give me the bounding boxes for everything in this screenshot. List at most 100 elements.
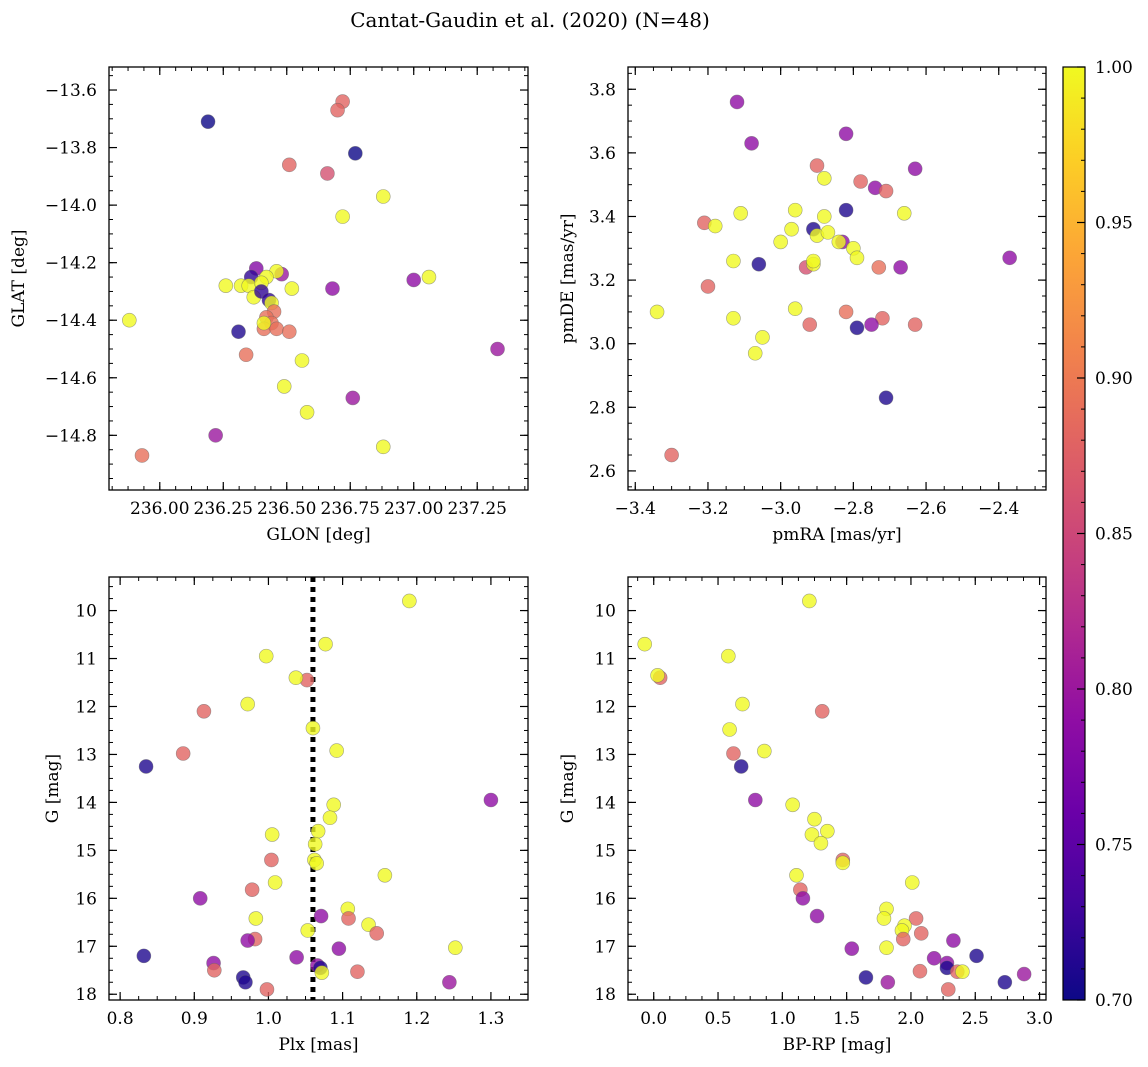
data-point bbox=[307, 836, 323, 852]
x-tick-label: −3.4 bbox=[615, 499, 656, 519]
data-point bbox=[448, 940, 463, 956]
y-tick-label: 15 bbox=[594, 841, 616, 861]
data-point bbox=[700, 279, 716, 294]
data-point bbox=[773, 234, 788, 250]
data-point bbox=[238, 347, 254, 363]
panel-plx: 0.8 0.9 1.0 1.1 1.2 1.3 10 11 12 13 14 15 16 17 18 Plx … bbox=[43, 576, 529, 1055]
data-point bbox=[650, 668, 665, 683]
data-point bbox=[258, 648, 274, 664]
data-point bbox=[729, 94, 745, 110]
x-tick-label: 1.5 bbox=[833, 1009, 860, 1029]
data-point bbox=[893, 260, 908, 275]
data-point bbox=[802, 593, 817, 609]
x-tick-label: 236.25 bbox=[194, 499, 253, 519]
colorbar: 0.70 0.75 0.80 0.85 0.90 0.95 1.00 bbox=[1062, 58, 1133, 1011]
data-point bbox=[375, 189, 391, 204]
data-point bbox=[904, 875, 920, 890]
data-point bbox=[231, 324, 246, 340]
data-point bbox=[876, 911, 892, 926]
data-point bbox=[335, 209, 350, 224]
data-point bbox=[305, 720, 321, 736]
points-group bbox=[136, 577, 499, 1000]
y-tick-label: 11 bbox=[594, 650, 616, 670]
data-point bbox=[240, 933, 255, 948]
y-tick-label: 16 bbox=[594, 889, 616, 909]
axes-frame bbox=[627, 66, 1047, 491]
y-tick-label: −13.6 bbox=[45, 81, 97, 101]
data-point bbox=[208, 428, 223, 443]
data-point bbox=[192, 891, 208, 906]
panel-sky: 236.00 236.25 236.50 236.75 237.00 237.25 −14.… bbox=[9, 66, 529, 545]
data-point bbox=[735, 696, 750, 712]
data-point bbox=[853, 174, 868, 189]
x-tick-label: 2.5 bbox=[962, 1009, 989, 1029]
x-tick-label: 1.0 bbox=[769, 1009, 796, 1029]
y-tick-label: 17 bbox=[75, 937, 97, 957]
data-point bbox=[136, 948, 152, 964]
data-point bbox=[138, 759, 154, 774]
data-point bbox=[849, 250, 865, 266]
data-point bbox=[969, 948, 984, 964]
data-point bbox=[733, 206, 748, 221]
data-point bbox=[722, 722, 737, 737]
data-point bbox=[238, 974, 253, 990]
data-point bbox=[946, 933, 961, 948]
data-point bbox=[490, 341, 505, 357]
data-point bbox=[122, 312, 137, 328]
data-point bbox=[721, 648, 736, 664]
data-point bbox=[907, 161, 923, 177]
data-point bbox=[795, 891, 811, 906]
data-point bbox=[707, 218, 723, 234]
colorbar-tick-label: 0.90 bbox=[1095, 369, 1133, 389]
x-tick-label: −2.8 bbox=[833, 499, 874, 519]
data-point bbox=[375, 439, 391, 455]
data-point bbox=[276, 379, 292, 394]
data-point bbox=[838, 304, 854, 320]
y-tick-label: 16 bbox=[75, 889, 97, 909]
data-point bbox=[269, 321, 284, 337]
x-tick-label: 237.25 bbox=[447, 499, 506, 519]
y-axis-label: G [mag] bbox=[558, 754, 578, 823]
x-tick-label: −2.4 bbox=[978, 499, 1019, 519]
y-tick-label: 14 bbox=[594, 793, 616, 813]
x-tick-label: 236.75 bbox=[321, 499, 380, 519]
data-point bbox=[844, 941, 860, 956]
data-point bbox=[907, 317, 923, 332]
x-axis-label: GLON [deg] bbox=[266, 525, 370, 545]
data-point bbox=[726, 310, 741, 326]
colorbar-tick-label: 0.75 bbox=[1095, 836, 1133, 856]
data-point bbox=[200, 114, 216, 129]
y-tick-label: 3.4 bbox=[589, 207, 616, 227]
data-point bbox=[314, 965, 330, 980]
y-tick-label: 18 bbox=[75, 985, 97, 1005]
data-point bbox=[406, 272, 422, 288]
data-point bbox=[281, 157, 297, 173]
colorbar-tick-label: 0.80 bbox=[1095, 680, 1133, 700]
data-point bbox=[820, 823, 835, 839]
minor-ticks bbox=[628, 67, 1046, 490]
points-group bbox=[122, 94, 505, 463]
data-point bbox=[313, 908, 329, 924]
data-point bbox=[806, 253, 821, 269]
data-point bbox=[299, 405, 315, 420]
data-point bbox=[912, 963, 928, 979]
data-point bbox=[913, 926, 929, 941]
minor-ticks bbox=[109, 67, 528, 490]
data-point bbox=[320, 166, 335, 181]
data-point bbox=[908, 911, 924, 926]
data-point bbox=[207, 962, 222, 978]
data-point bbox=[955, 964, 970, 980]
data-point bbox=[748, 792, 763, 808]
data-point bbox=[814, 703, 830, 719]
x-tick-label: 237.00 bbox=[384, 499, 443, 519]
data-point bbox=[240, 696, 255, 712]
data-point bbox=[787, 202, 803, 218]
y-tick-label: 13 bbox=[594, 745, 616, 765]
data-point bbox=[345, 390, 361, 406]
y-tick-label: 2.6 bbox=[589, 462, 616, 482]
colorbar-tick-label: 0.85 bbox=[1095, 525, 1133, 545]
data-point bbox=[350, 964, 365, 980]
axes-frame bbox=[627, 576, 1047, 1001]
data-point bbox=[880, 974, 896, 990]
